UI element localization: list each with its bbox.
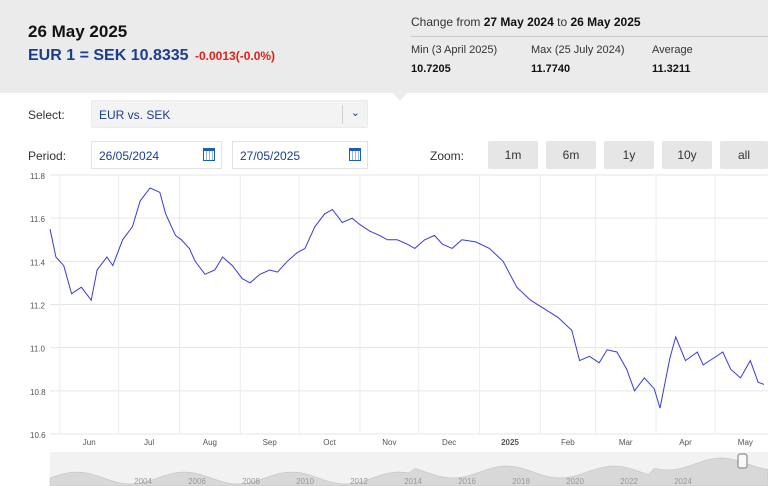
y-tick-label: 11.4 [30, 258, 46, 267]
panel-pointer [392, 92, 408, 101]
x-tick-label: Aug [203, 438, 217, 447]
change-text: -0.0013(-0.0%) [195, 49, 276, 63]
rate-line-chart[interactable]: 10.6 10.8 11.0 11.2 11.4 11.6 11.8 Jun Jul Aug Sep… [0, 172, 768, 486]
x-tick-label: Nov [382, 438, 396, 447]
stat-max-label: Max (25 July 2024) [531, 44, 625, 56]
zoom-10y-button[interactable]: 10y [662, 141, 712, 169]
stat-average-value: 11.3211 [652, 63, 691, 75]
period-from-input[interactable]: 26/05/2024 [91, 141, 222, 169]
calendar-icon[interactable] [349, 148, 361, 161]
y-tick-label: 11.2 [30, 302, 46, 311]
navigator-label: 2022 [620, 477, 638, 486]
period-to-input[interactable]: 27/05/2025 [232, 141, 368, 169]
chevron-down-icon[interactable]: ⌄ [350, 107, 360, 119]
range-summary: Change from 27 May 2024 to 26 May 2025 [411, 15, 641, 29]
x-tick-label: Jul [144, 438, 154, 447]
navigator-series [49, 457, 768, 486]
navigator-label: 2016 [458, 477, 476, 486]
navigator-label: 2024 [674, 477, 692, 486]
navigator-label: 2018 [512, 477, 530, 486]
stat-average: Average 11.3211 [652, 44, 693, 75]
stat-max: Max (25 July 2024) 11.7740 [531, 44, 625, 75]
y-tick-label: 11.6 [30, 215, 46, 224]
stat-min: Min (3 April 2025) 10.7205 [411, 44, 497, 75]
navigator-label: 2008 [242, 477, 260, 486]
range-from: 27 May 2024 [483, 15, 554, 29]
stat-min-value: 10.7205 [411, 63, 451, 75]
zoom-6m-button[interactable]: 6m [546, 141, 596, 169]
select-separator [342, 105, 343, 124]
rate-display: EUR 1 = SEK 10.8335 -0.0013(-0.0%) [28, 47, 275, 65]
zoom-1m-button[interactable]: 1m [488, 141, 538, 169]
y-tick-label: 10.6 [30, 431, 46, 440]
stat-max-value: 11.7740 [531, 63, 571, 75]
period-from-value: 26/05/2024 [99, 149, 160, 163]
zoom-1y-button[interactable]: 1y [604, 141, 654, 169]
divider [411, 36, 768, 37]
zoom-all-button[interactable]: all [720, 141, 768, 169]
select-label: Select: [28, 108, 65, 122]
period-label: Period: [28, 149, 67, 163]
navigator-label: 2014 [404, 477, 422, 486]
period-to-value: 27/05/2025 [240, 149, 301, 163]
rate-text: EUR 1 = SEK 10.8335 [28, 47, 189, 64]
x-tick-label: 2025 [501, 438, 519, 447]
y-tick-label: 11.0 [30, 345, 46, 354]
stat-min-label: Min (3 April 2025) [411, 44, 498, 56]
range-mid: to [557, 15, 568, 29]
select-value: EUR vs. SEK [99, 108, 171, 122]
x-tick-label: Oct [323, 438, 336, 447]
currency-pair-select[interactable]: EUR vs. SEK ⌄ [91, 100, 368, 128]
x-tick-label: Apr [679, 438, 692, 447]
summary-panel: 26 May 2025 EUR 1 = SEK 10.8335 -0.0013(… [0, 0, 768, 93]
stat-average-label: Average [652, 44, 693, 56]
x-tick-label: Feb [561, 438, 575, 447]
x-tick-label: Dec [442, 438, 456, 447]
navigator-label: 2012 [350, 477, 368, 486]
navigator-label: 2004 [134, 477, 152, 486]
zoom-label: Zoom: [430, 149, 465, 163]
x-tick-label: Sep [263, 438, 278, 447]
x-tick-label: May [738, 438, 753, 447]
navigator-label: 2006 [188, 477, 206, 486]
calendar-icon[interactable] [203, 148, 215, 161]
y-tick-label: 10.8 [30, 388, 46, 397]
y-tick-label: 11.8 [30, 172, 46, 181]
navigator-label: 2020 [566, 477, 584, 486]
range-prefix: Change from [411, 15, 481, 29]
series-line [49, 187, 765, 409]
quote-date: 26 May 2025 [28, 22, 128, 41]
x-tick-label: Mar [619, 438, 633, 447]
range-to: 26 May 2025 [570, 15, 641, 29]
navigator-handle[interactable] [737, 453, 748, 469]
navigator-label: 2010 [296, 477, 314, 486]
x-tick-label: Jun [83, 438, 96, 447]
